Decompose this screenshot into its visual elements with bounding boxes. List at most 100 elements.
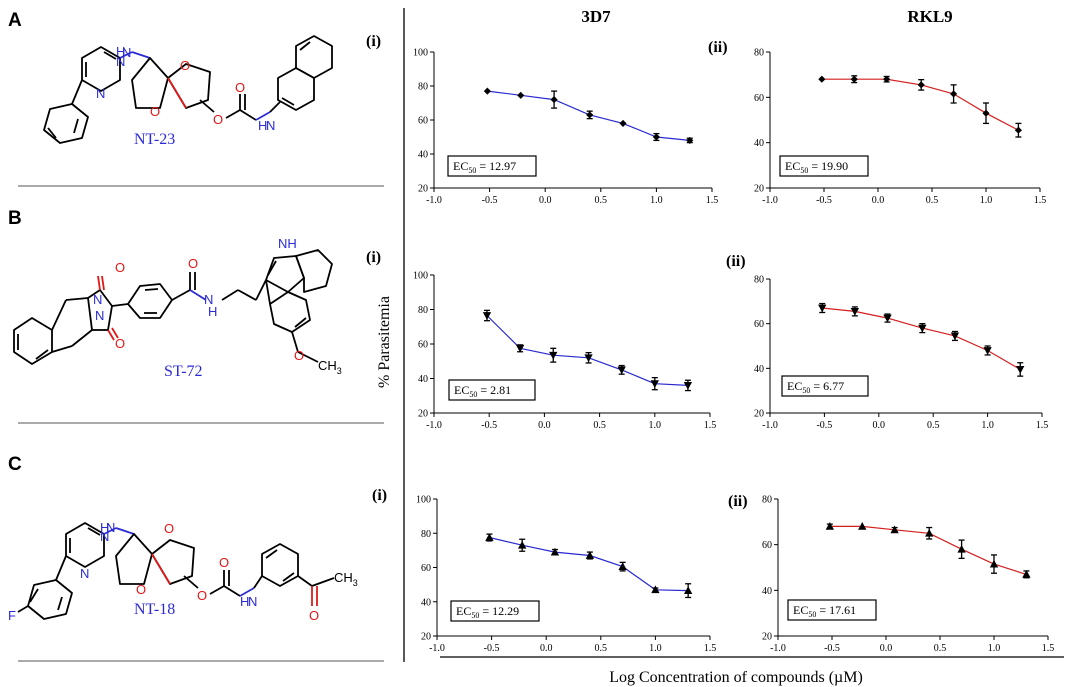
- molecule-st-72: [13, 249, 333, 365]
- x-axis-title: Log Concentration of compounds (µM): [609, 669, 863, 686]
- x-tick-label: 1.0: [649, 420, 662, 431]
- data-point: [683, 381, 693, 390]
- data-point: [890, 525, 899, 534]
- x-tick-label: 1.0: [980, 195, 993, 206]
- series-line: [486, 315, 688, 386]
- column-title-3d7: 3D7: [581, 7, 611, 26]
- y-tick-label: 40: [421, 597, 431, 608]
- series-line: [489, 536, 689, 592]
- atom-o: O: [219, 555, 229, 570]
- ec50-label: EC50 = 19.90: [785, 159, 848, 175]
- y-tick-label: 100: [413, 271, 428, 282]
- y-tick-label: 40: [754, 138, 764, 149]
- data-point: [515, 344, 525, 353]
- y-tick-label: 80: [754, 48, 764, 59]
- data-point: [652, 133, 660, 141]
- data-point: [518, 540, 527, 549]
- x-tick-label: -0.5: [482, 195, 498, 206]
- data-point: [918, 324, 927, 333]
- x-tick-label: -0.5: [816, 195, 832, 206]
- atom-o: O: [188, 256, 198, 271]
- ec50-label: EC50 = 6.77: [787, 379, 844, 395]
- panel-letter-a: A: [8, 10, 22, 31]
- y-tick-label: 40: [418, 374, 428, 385]
- y-axis-title: % Parasitemia: [376, 296, 393, 388]
- ec50-label: EC50 = 17.61: [793, 603, 856, 619]
- data-point: [619, 119, 627, 127]
- y-tick-label: 60: [754, 319, 764, 330]
- sub-label: (i): [366, 249, 381, 266]
- x-tick-label: -1.0: [426, 195, 442, 206]
- data-point: [650, 380, 659, 389]
- y-tick-label: 20: [421, 632, 431, 643]
- ec50-label: EC50 = 12.29: [456, 604, 519, 620]
- y-tick-label: 20: [754, 409, 764, 420]
- y-tick-label: 80: [421, 529, 431, 540]
- atom-n: N: [122, 45, 131, 60]
- data-point: [549, 351, 558, 360]
- sub-label: (i): [366, 33, 381, 50]
- atom-o: O: [213, 112, 223, 127]
- x-tick-label: 1.5: [1034, 195, 1047, 206]
- chart-c-rkl9: 20 40 60 80 -1.0 -0.5 0.0 0.5 1.0 1.5 (ii) EC50 = 1…: [728, 493, 1054, 654]
- atom-n: N: [248, 594, 257, 609]
- column-title-rkl9: RKL9: [907, 7, 952, 26]
- ec50-label: EC50 = 12.97: [453, 159, 516, 175]
- atom-h: H: [100, 520, 109, 535]
- data-point: [883, 314, 892, 323]
- sub-label: (ii): [726, 253, 746, 270]
- chart-a-3d7: 20 40 60 80 100 -1.0 -0.5 0.0 0.5 1.0 1.5 (i) EC50 =…: [366, 33, 718, 206]
- charts-container: 20 40 60 80 100 -1.0 -0.5 0.0 0.5 1.0 1.5 (i) EC50 =…: [366, 33, 1054, 654]
- atom-o: O: [164, 521, 174, 536]
- atom-n: N: [106, 520, 115, 535]
- x-tick-label: 1.0: [988, 643, 1001, 654]
- y-tick-label: 20: [418, 409, 428, 420]
- atom-nh: NH: [278, 236, 297, 251]
- data-point: [858, 522, 867, 530]
- x-tick-label: -1.0: [770, 643, 786, 654]
- data-point: [550, 96, 558, 104]
- atom-o: O: [294, 348, 304, 363]
- x-tick-label: 1.5: [1042, 643, 1055, 654]
- x-tick-label: 0.0: [872, 195, 885, 206]
- x-tick-label: -1.0: [762, 420, 778, 431]
- x-tick-label: -0.5: [824, 643, 840, 654]
- ec50-box: [447, 155, 537, 177]
- y-tick-label: 100: [416, 495, 431, 506]
- x-tick-label: 0.5: [926, 195, 939, 206]
- y-tick-label: 60: [418, 340, 428, 351]
- atom-n: N: [116, 54, 125, 69]
- x-tick-label: 1.0: [981, 420, 994, 431]
- y-tick-label: 60: [421, 563, 431, 574]
- chart-b-3d7: 20 40 60 80 100 -1.0 -0.5 0.0 0.5 1.0 1.5 (i) EC50 =…: [366, 249, 716, 431]
- data-point: [925, 528, 934, 537]
- x-tick-label: -0.5: [816, 420, 832, 431]
- x-tick-label: -1.0: [429, 643, 445, 654]
- x-tick-label: 0.0: [873, 420, 886, 431]
- ec50-box: [448, 379, 536, 401]
- data-point: [483, 87, 491, 95]
- data-point: [917, 81, 925, 89]
- y-tick-label: 60: [418, 116, 428, 127]
- y-tick-label: 80: [418, 82, 428, 93]
- ec50-box: [787, 599, 877, 621]
- x-tick-label: 0.5: [595, 643, 608, 654]
- atom-o: O: [136, 582, 146, 597]
- x-tick-label: 1.5: [706, 195, 719, 206]
- atom-o: O: [309, 608, 319, 623]
- y-tick-label: 80: [762, 495, 772, 506]
- ec50-box: [450, 600, 540, 622]
- series-line: [822, 307, 1021, 370]
- chart-b-rkl9: 20 40 60 80 -1.0 -0.5 0.0 0.5 1.0 1.5 (ii) EC50 = 6…: [726, 253, 1048, 431]
- y-tick-label: 40: [754, 364, 764, 375]
- panel-letter-c: C: [8, 454, 22, 475]
- sub-label: (i): [372, 487, 387, 504]
- y-tick-label: 80: [754, 275, 764, 286]
- compound-label-nt-18: NT-18: [134, 601, 175, 618]
- data-point: [982, 109, 990, 117]
- atom-h: H: [116, 44, 125, 59]
- chart-a-rkl9: 20 40 60 80 -1.0 -0.5 0.0 0.5 1.0 1.5 (ii) EC50 = 1…: [708, 39, 1046, 206]
- x-tick-label: 0.5: [934, 643, 947, 654]
- atom-f: F: [8, 608, 16, 623]
